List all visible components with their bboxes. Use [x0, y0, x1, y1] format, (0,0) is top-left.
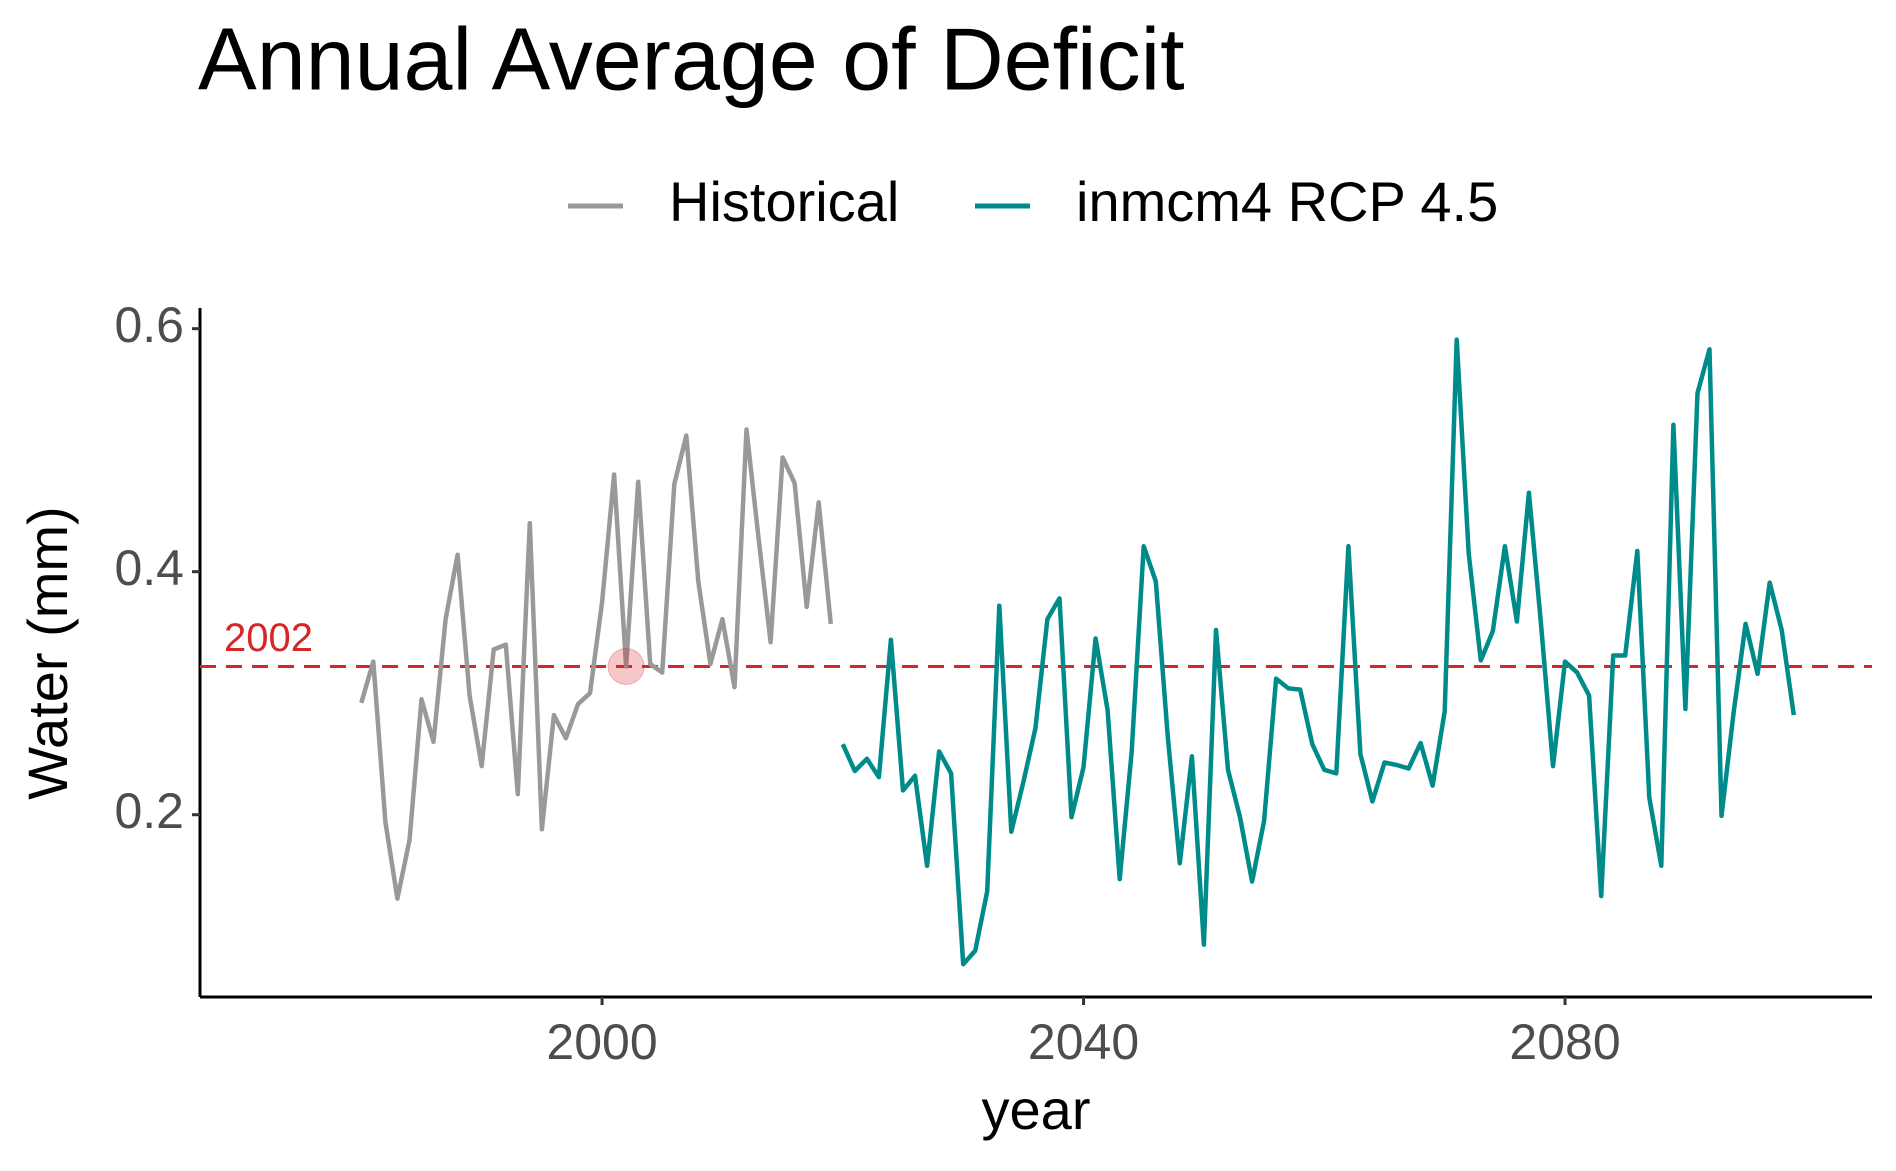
y-tick-label: 0.4 — [114, 540, 184, 596]
legend-label: Historical — [669, 170, 899, 233]
y-tick-label: 0.2 — [114, 783, 184, 839]
series-line — [840, 337, 1797, 967]
highlight-point — [607, 647, 645, 685]
y-tick-label: 0.6 — [114, 297, 184, 353]
chart-title: Annual Average of Deficit — [198, 9, 1185, 108]
x-tick-label: 2080 — [1509, 1014, 1620, 1070]
y-axis-title: Water (mm) — [16, 506, 79, 799]
legend-label: inmcm4 RCP 4.5 — [1076, 170, 1498, 233]
series-line — [359, 427, 834, 901]
x-tick-label: 2040 — [1028, 1014, 1139, 1070]
reference-label: 2002 — [224, 616, 313, 660]
x-tick-label: 2000 — [546, 1014, 657, 1070]
x-axis-title: year — [982, 1078, 1091, 1141]
